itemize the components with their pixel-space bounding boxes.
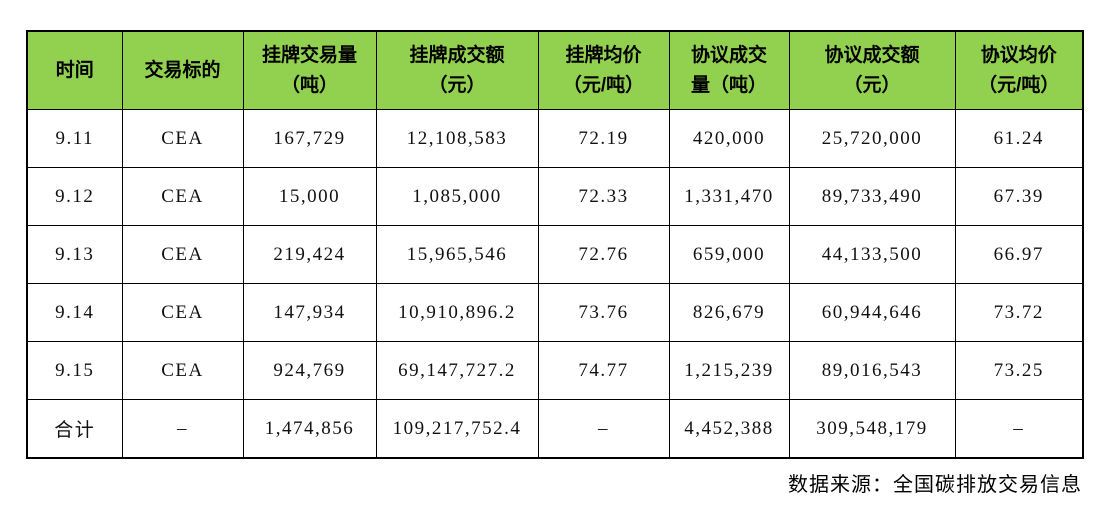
table-cell: – (537, 399, 670, 459)
table-row: 9.13 CEA 219,424 15,965,546 72.76 659,000 44,1… (26, 225, 1084, 284)
table-cell: 1,215,239 (668, 341, 790, 400)
column-header: 挂牌交易量 （吨） (242, 30, 377, 110)
table-cell: 9.12 (26, 167, 123, 226)
table-cell: 147,934 (242, 283, 377, 342)
table-cell: 219,424 (242, 225, 377, 284)
total-row: 合计 –1,474,856 109,217,752.4–4,452,388 309,5… (26, 399, 1084, 459)
table-cell: 73.76 (537, 283, 670, 342)
data-source-note: 数据来源：全国碳排放交易信息 (788, 474, 1082, 496)
table-cell: 合计 (26, 399, 123, 459)
table-cell: 72.76 (537, 225, 670, 284)
table-body: 9.11 CEA 167,729 12,108,583 72.19 420,000 25,7… (26, 109, 1084, 459)
table-cell: 15,000 (242, 167, 377, 226)
table-cell: 109,217,752.4 (375, 399, 539, 459)
table-cell: 924,769 (242, 341, 377, 400)
table-row: 9.15 CEA 924,769 69,147,727.2 74.77 1,215,239… (26, 341, 1084, 400)
table-cell: 9.15 (26, 341, 123, 400)
table-row: 9.11 CEA 167,729 12,108,583 72.19 420,000 25,7… (26, 109, 1084, 168)
table-cell: 73.25 (954, 341, 1084, 400)
table-cell: 826,679 (668, 283, 790, 342)
table-container: 时间 交易标的 挂牌交易量 （吨） 挂牌成交额 （元） 挂牌均价 （元/吨） 协议成交 量… (26, 30, 1084, 459)
table-cell: 9.13 (26, 225, 123, 284)
table-cell: 9.14 (26, 283, 123, 342)
table-cell: – (954, 399, 1084, 459)
table-cell: 72.19 (537, 109, 670, 168)
table-cell: CEA (121, 283, 244, 342)
table-cell: 74.77 (537, 341, 670, 400)
column-header: 交易标的 (121, 30, 244, 110)
header-row: 时间 交易标的 挂牌交易量 （吨） 挂牌成交额 （元） 挂牌均价 （元/吨） 协议成交 量… (26, 30, 1084, 110)
table-cell: CEA (121, 167, 244, 226)
table-cell: 15,965,546 (375, 225, 539, 284)
column-header: 挂牌成交额 （元） (375, 30, 539, 110)
table-cell: 44,133,500 (788, 225, 956, 284)
table-cell: 1,474,856 (242, 399, 377, 459)
table-cell: 4,452,388 (668, 399, 790, 459)
table-cell: 61.24 (954, 109, 1084, 168)
table-cell: 25,720,000 (788, 109, 956, 168)
table-cell: 10,910,896.2 (375, 283, 539, 342)
table-cell: 72.33 (537, 167, 670, 226)
table-row: 9.12 CEA 15,000 1,085,000 72.33 1,331,470 89,7… (26, 167, 1084, 226)
table-cell: 66.97 (954, 225, 1084, 284)
table-cell: 89,016,543 (788, 341, 956, 400)
table-cell: 9.11 (26, 109, 123, 168)
table-cell: 1,331,470 (668, 167, 790, 226)
table-cell: CEA (121, 109, 244, 168)
table-cell: 12,108,583 (375, 109, 539, 168)
column-header: 协议成交 量（吨） (668, 30, 790, 110)
table-cell: 60,944,646 (788, 283, 956, 342)
column-header: 协议成交额 （元） (788, 30, 956, 110)
table-cell: 67.39 (954, 167, 1084, 226)
table-cell: 167,729 (242, 109, 377, 168)
table-cell: 69,147,727.2 (375, 341, 539, 400)
table-header: 时间 交易标的 挂牌交易量 （吨） 挂牌成交额 （元） 挂牌均价 （元/吨） 协议成交 量… (26, 30, 1084, 110)
table-cell: 89,733,490 (788, 167, 956, 226)
table-cell: 73.72 (954, 283, 1084, 342)
carbon-trading-table: 时间 交易标的 挂牌交易量 （吨） 挂牌成交额 （元） 挂牌均价 （元/吨） 协议成交 量… (26, 30, 1084, 459)
table-cell: 309,548,179 (788, 399, 956, 459)
column-header: 协议均价 （元/吨） (954, 30, 1084, 110)
table-cell: CEA (121, 225, 244, 284)
column-header: 挂牌均价 （元/吨） (537, 30, 670, 110)
table-cell: – (121, 399, 244, 459)
table-row: 9.14 CEA 147,934 10,910,896.2 73.76 826,679 60… (26, 283, 1084, 342)
table-cell: 659,000 (668, 225, 790, 284)
table-cell: 420,000 (668, 109, 790, 168)
table-cell: 1,085,000 (375, 167, 539, 226)
column-header: 时间 (26, 30, 123, 110)
table-cell: CEA (121, 341, 244, 400)
